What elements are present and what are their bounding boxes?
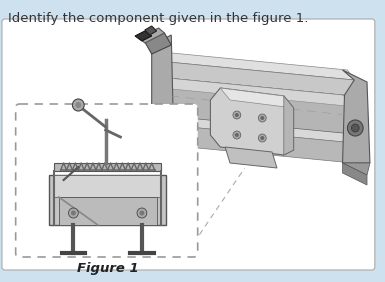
Circle shape (347, 120, 363, 136)
Polygon shape (54, 163, 161, 171)
Polygon shape (59, 197, 157, 225)
Polygon shape (211, 88, 294, 155)
Polygon shape (155, 52, 357, 95)
Text: Identify the component given in the figure 1.: Identify the component given in the figu… (8, 12, 308, 25)
Circle shape (71, 210, 76, 215)
Circle shape (235, 133, 239, 137)
Polygon shape (161, 115, 354, 143)
Polygon shape (145, 33, 171, 54)
Polygon shape (343, 163, 367, 185)
Text: Figure 1: Figure 1 (77, 262, 139, 275)
Polygon shape (225, 147, 277, 168)
Circle shape (258, 114, 266, 122)
Polygon shape (343, 70, 370, 163)
Polygon shape (220, 88, 294, 108)
Polygon shape (155, 115, 357, 162)
Circle shape (260, 116, 264, 120)
Polygon shape (145, 26, 157, 35)
Circle shape (260, 136, 264, 140)
Circle shape (75, 102, 81, 108)
FancyBboxPatch shape (2, 19, 375, 270)
Circle shape (233, 131, 241, 139)
Polygon shape (157, 77, 357, 107)
Circle shape (137, 208, 147, 218)
Circle shape (139, 210, 144, 215)
Polygon shape (49, 175, 166, 225)
Polygon shape (139, 28, 164, 43)
Circle shape (258, 134, 266, 142)
Circle shape (72, 99, 84, 111)
Polygon shape (152, 35, 174, 160)
Circle shape (352, 124, 359, 132)
Polygon shape (284, 96, 294, 155)
Circle shape (69, 208, 78, 218)
Polygon shape (135, 31, 152, 41)
Polygon shape (161, 52, 354, 80)
Polygon shape (152, 77, 357, 133)
Polygon shape (343, 163, 370, 175)
FancyBboxPatch shape (16, 104, 198, 257)
Circle shape (233, 111, 241, 119)
Circle shape (235, 113, 239, 117)
Polygon shape (54, 175, 161, 197)
